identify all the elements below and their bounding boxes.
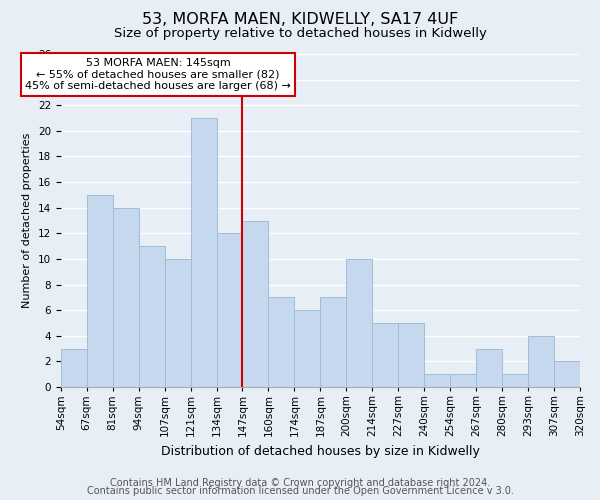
Bar [268,298,295,387]
Text: 53 MORFA MAEN: 145sqm
← 55% of detached houses are smaller (82)
45% of semi-deta: 53 MORFA MAEN: 145sqm ← 55% of detached … [25,58,291,91]
Text: Contains public sector information licensed under the Open Government Licence v : Contains public sector information licen… [86,486,514,496]
Bar [242,220,268,387]
Bar [476,348,502,387]
Bar [139,246,164,387]
Text: Contains HM Land Registry data © Crown copyright and database right 2024.: Contains HM Land Registry data © Crown c… [110,478,490,488]
Bar [450,374,476,387]
Bar [554,362,580,387]
Bar [61,348,87,387]
Bar [398,323,424,387]
Text: Size of property relative to detached houses in Kidwelly: Size of property relative to detached ho… [113,28,487,40]
Bar [372,323,398,387]
Bar [320,298,346,387]
Bar [528,336,554,387]
X-axis label: Distribution of detached houses by size in Kidwelly: Distribution of detached houses by size … [161,444,480,458]
Text: 53, MORFA MAEN, KIDWELLY, SA17 4UF: 53, MORFA MAEN, KIDWELLY, SA17 4UF [142,12,458,28]
Y-axis label: Number of detached properties: Number of detached properties [22,133,32,308]
Bar [502,374,528,387]
Bar [346,259,372,387]
Bar [191,118,217,387]
Bar [87,195,113,387]
Bar [295,310,320,387]
Bar [164,259,191,387]
Bar [217,234,242,387]
Bar [424,374,450,387]
Bar [113,208,139,387]
